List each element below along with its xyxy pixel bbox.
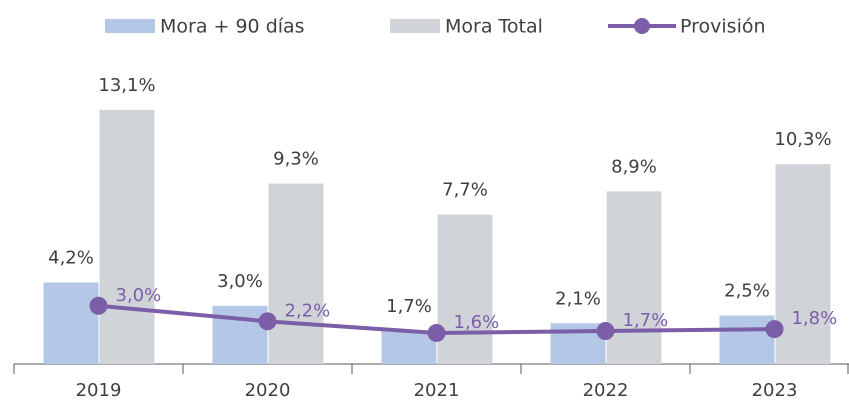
legend-swatch — [634, 18, 650, 34]
x-tick-label: 2021 — [414, 380, 460, 401]
bar — [43, 282, 99, 364]
bar — [212, 305, 268, 364]
bar-value-label: 2,5% — [724, 281, 770, 302]
x-tick-label: 2022 — [583, 380, 629, 401]
bar-value-label: 1,7% — [386, 296, 432, 317]
legend-label: Mora Total — [445, 16, 543, 38]
line-value-label: 3,0% — [116, 285, 162, 306]
bar — [719, 315, 775, 364]
bar — [381, 331, 437, 364]
bar — [606, 191, 662, 364]
bar-value-label: 3,0% — [217, 271, 263, 292]
bar — [775, 164, 831, 364]
bar-value-label: 4,2% — [48, 248, 94, 269]
legend-label: Provisión — [680, 16, 766, 38]
bar-value-label: 8,9% — [611, 156, 657, 177]
line-value-label: 2,2% — [285, 300, 331, 321]
bar-value-label: 13,1% — [98, 75, 155, 96]
line-point — [258, 312, 277, 331]
line-point — [89, 296, 108, 315]
bar-value-label: 10,3% — [774, 129, 831, 150]
line-value-label: 1,7% — [623, 310, 669, 331]
line-value-label: 1,8% — [792, 308, 838, 329]
bar-value-label: 7,7% — [442, 180, 488, 201]
x-tick-label: 2019 — [76, 380, 122, 401]
legend-swatch — [390, 19, 440, 33]
line-point — [765, 320, 784, 339]
line-point — [427, 323, 446, 342]
bar — [99, 109, 155, 364]
legend-swatch — [105, 19, 155, 33]
x-tick-label: 2020 — [245, 380, 291, 401]
bar-value-label: 2,1% — [555, 288, 601, 309]
bar-value-label: 9,3% — [273, 149, 319, 170]
legend-label: Mora + 90 días — [160, 16, 305, 38]
bar — [437, 214, 493, 364]
line-point — [596, 322, 615, 341]
line-value-label: 1,6% — [454, 312, 500, 333]
x-tick-label: 2023 — [752, 380, 798, 401]
bar — [268, 183, 324, 364]
